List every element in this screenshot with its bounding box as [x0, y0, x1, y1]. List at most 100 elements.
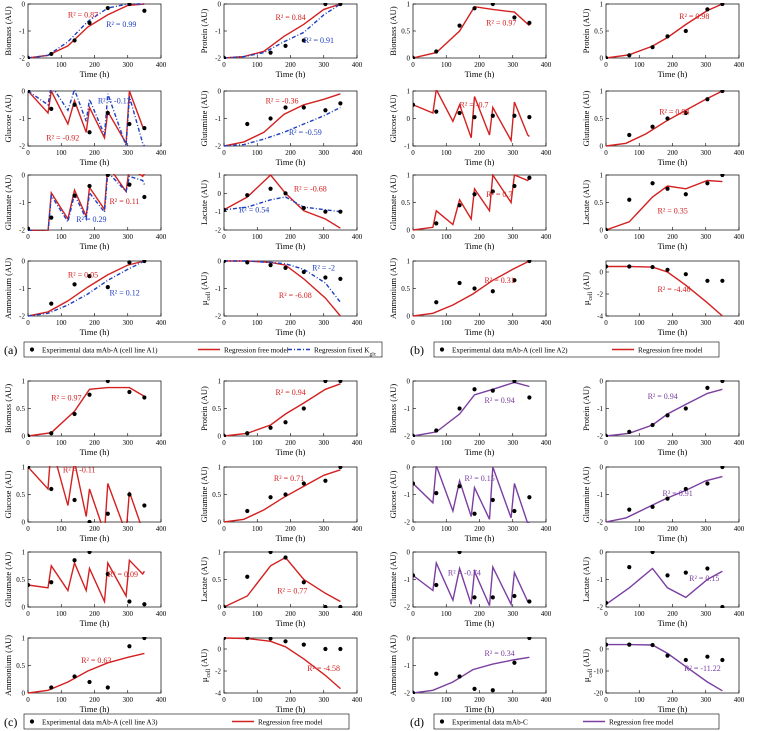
- legend-data-label: Experimental data mAb-A (cell line A1): [42, 347, 158, 355]
- chart-a-8: 0 100 200 300 400 -2 -1 0 Time (h) Glutamate (AU)…: [3, 172, 167, 252]
- series-line-red: [224, 3, 341, 59]
- data-point: [650, 124, 655, 129]
- data-point: [527, 599, 532, 604]
- x-tick-label: 0: [411, 610, 415, 618]
- chart-c-29: 0 100 200 300 400 -4 -2 0 Time (h) μcell (AU) R² =…: [199, 637, 363, 714]
- legend-series-label: Regression free model: [224, 347, 289, 355]
- data-point: [490, 3, 495, 7]
- x-tick-label: 400: [734, 696, 745, 704]
- legend-box: [433, 341, 720, 358]
- chart-d-31: 0 100 200 300 400 -20 -10 0 Time (h) μcell (AU) R²…: [581, 637, 745, 714]
- legend-series-label: Regression free model: [609, 719, 674, 727]
- x-tick-label: 0: [604, 319, 608, 327]
- data-point: [512, 15, 517, 20]
- series-line-blue: [28, 260, 145, 317]
- series-group: [28, 637, 147, 694]
- r2-label: R² = 0.91: [304, 36, 334, 45]
- x-tick-label: 100: [56, 149, 67, 157]
- y-axis-label: μcell (AU): [199, 649, 212, 682]
- data-point: [683, 110, 688, 116]
- y-tick-label: 0: [22, 690, 26, 698]
- x-tick-label: 200: [667, 233, 678, 241]
- y-tick-label: 0: [407, 227, 411, 235]
- x-tick-label: 300: [123, 319, 134, 327]
- data-point: [127, 644, 132, 649]
- data-point: [512, 183, 517, 189]
- x-tick-label: 0: [222, 439, 226, 447]
- data-point: [413, 573, 416, 578]
- x-tick-label: 200: [474, 319, 485, 327]
- x-axis-label: Time (h): [276, 69, 306, 79]
- panel-label: (c): [4, 715, 17, 729]
- legend-box: [433, 713, 720, 730]
- series-line-red: [413, 90, 530, 143]
- r2-label: R² = -4.58: [307, 664, 340, 673]
- x-tick-label: 300: [123, 696, 134, 704]
- chart-a-12: 0 100 200 300 400 -2 -1 0 Time (h) Ammonium (AU) R…: [3, 258, 167, 338]
- series-line-red: [606, 179, 723, 231]
- x-tick-label: 200: [474, 610, 485, 618]
- series-group: [28, 174, 147, 231]
- data-point: [283, 191, 288, 196]
- x-tick-label: 200: [667, 149, 678, 157]
- chart-c-21: 0 100 200 300 400 0 0.5 1 Time (h) Glutamine (AU)…: [199, 464, 363, 544]
- series-group: [224, 174, 343, 229]
- y-tick-label: 1: [600, 88, 604, 96]
- x-tick-label: 300: [508, 233, 519, 241]
- panel-label: (d): [410, 715, 424, 729]
- legend-dot-marker: [29, 347, 35, 352]
- x-axis-label: Time (h): [80, 157, 110, 167]
- x-tick-label: 0: [26, 149, 30, 157]
- y-tick-label: -1: [215, 115, 221, 123]
- data-point: [457, 23, 462, 28]
- x-tick-label: 400: [541, 696, 552, 704]
- x-tick-label: 100: [441, 525, 452, 533]
- data-point: [87, 519, 92, 523]
- x-tick-label: 400: [734, 610, 745, 618]
- series-line-red: [413, 174, 530, 231]
- x-tick-label: 200: [667, 319, 678, 327]
- data-point: [457, 406, 462, 411]
- data-point: [338, 466, 343, 470]
- r2-label: R² = 0.77: [277, 586, 307, 595]
- y-tick-label: 0: [407, 549, 411, 557]
- r2-label: R² = -0.59: [289, 128, 322, 137]
- y-tick-label: -4: [215, 690, 221, 698]
- data-point: [413, 690, 416, 694]
- x-tick-label: 100: [56, 319, 67, 327]
- y-axis-label: Glucose (AU): [3, 470, 13, 518]
- chart-d-23: 0 100 200 300 400 -2 -1 0 Time (h) Glutamine (AU)…: [581, 464, 745, 544]
- x-tick-label: 300: [319, 61, 330, 69]
- y-tick-label: 0: [22, 604, 26, 612]
- data-point: [301, 269, 306, 275]
- x-tick-label: 0: [222, 696, 226, 704]
- data-point: [512, 113, 517, 118]
- data-point: [142, 503, 147, 508]
- x-axis-label: Time (h): [80, 69, 110, 79]
- y-tick-label: -1: [597, 405, 603, 413]
- x-tick-label: 200: [285, 696, 296, 704]
- y-tick-label: -2: [404, 433, 410, 441]
- data-point: [650, 181, 655, 186]
- x-tick-label: 100: [252, 149, 263, 157]
- x-tick-label: 200: [474, 439, 485, 447]
- y-tick-label: 0.5: [212, 576, 221, 584]
- data-point: [323, 3, 328, 7]
- y-tick-label: -2: [597, 433, 603, 441]
- data-point: [665, 267, 670, 272]
- legend-series-label: Regression free model: [258, 719, 323, 727]
- y-axis-label: μcell (AU): [199, 272, 212, 305]
- y-tick-label: -1: [215, 28, 221, 36]
- y-axis-label: Lactate (AU): [581, 180, 591, 225]
- series-group: [606, 642, 725, 692]
- y-axis-label: Ammonium (AU): [3, 258, 13, 319]
- y-tick-label: 1: [407, 88, 411, 96]
- y-tick-label: -2: [215, 143, 221, 151]
- r2-label: R² = -0.74: [448, 568, 481, 577]
- x-tick-label: 200: [667, 696, 678, 704]
- series-line-red: [28, 90, 145, 146]
- data-point: [683, 657, 688, 663]
- x-axis-label: Time (h): [658, 447, 688, 457]
- data-point: [512, 593, 517, 599]
- data-point: [527, 20, 532, 25]
